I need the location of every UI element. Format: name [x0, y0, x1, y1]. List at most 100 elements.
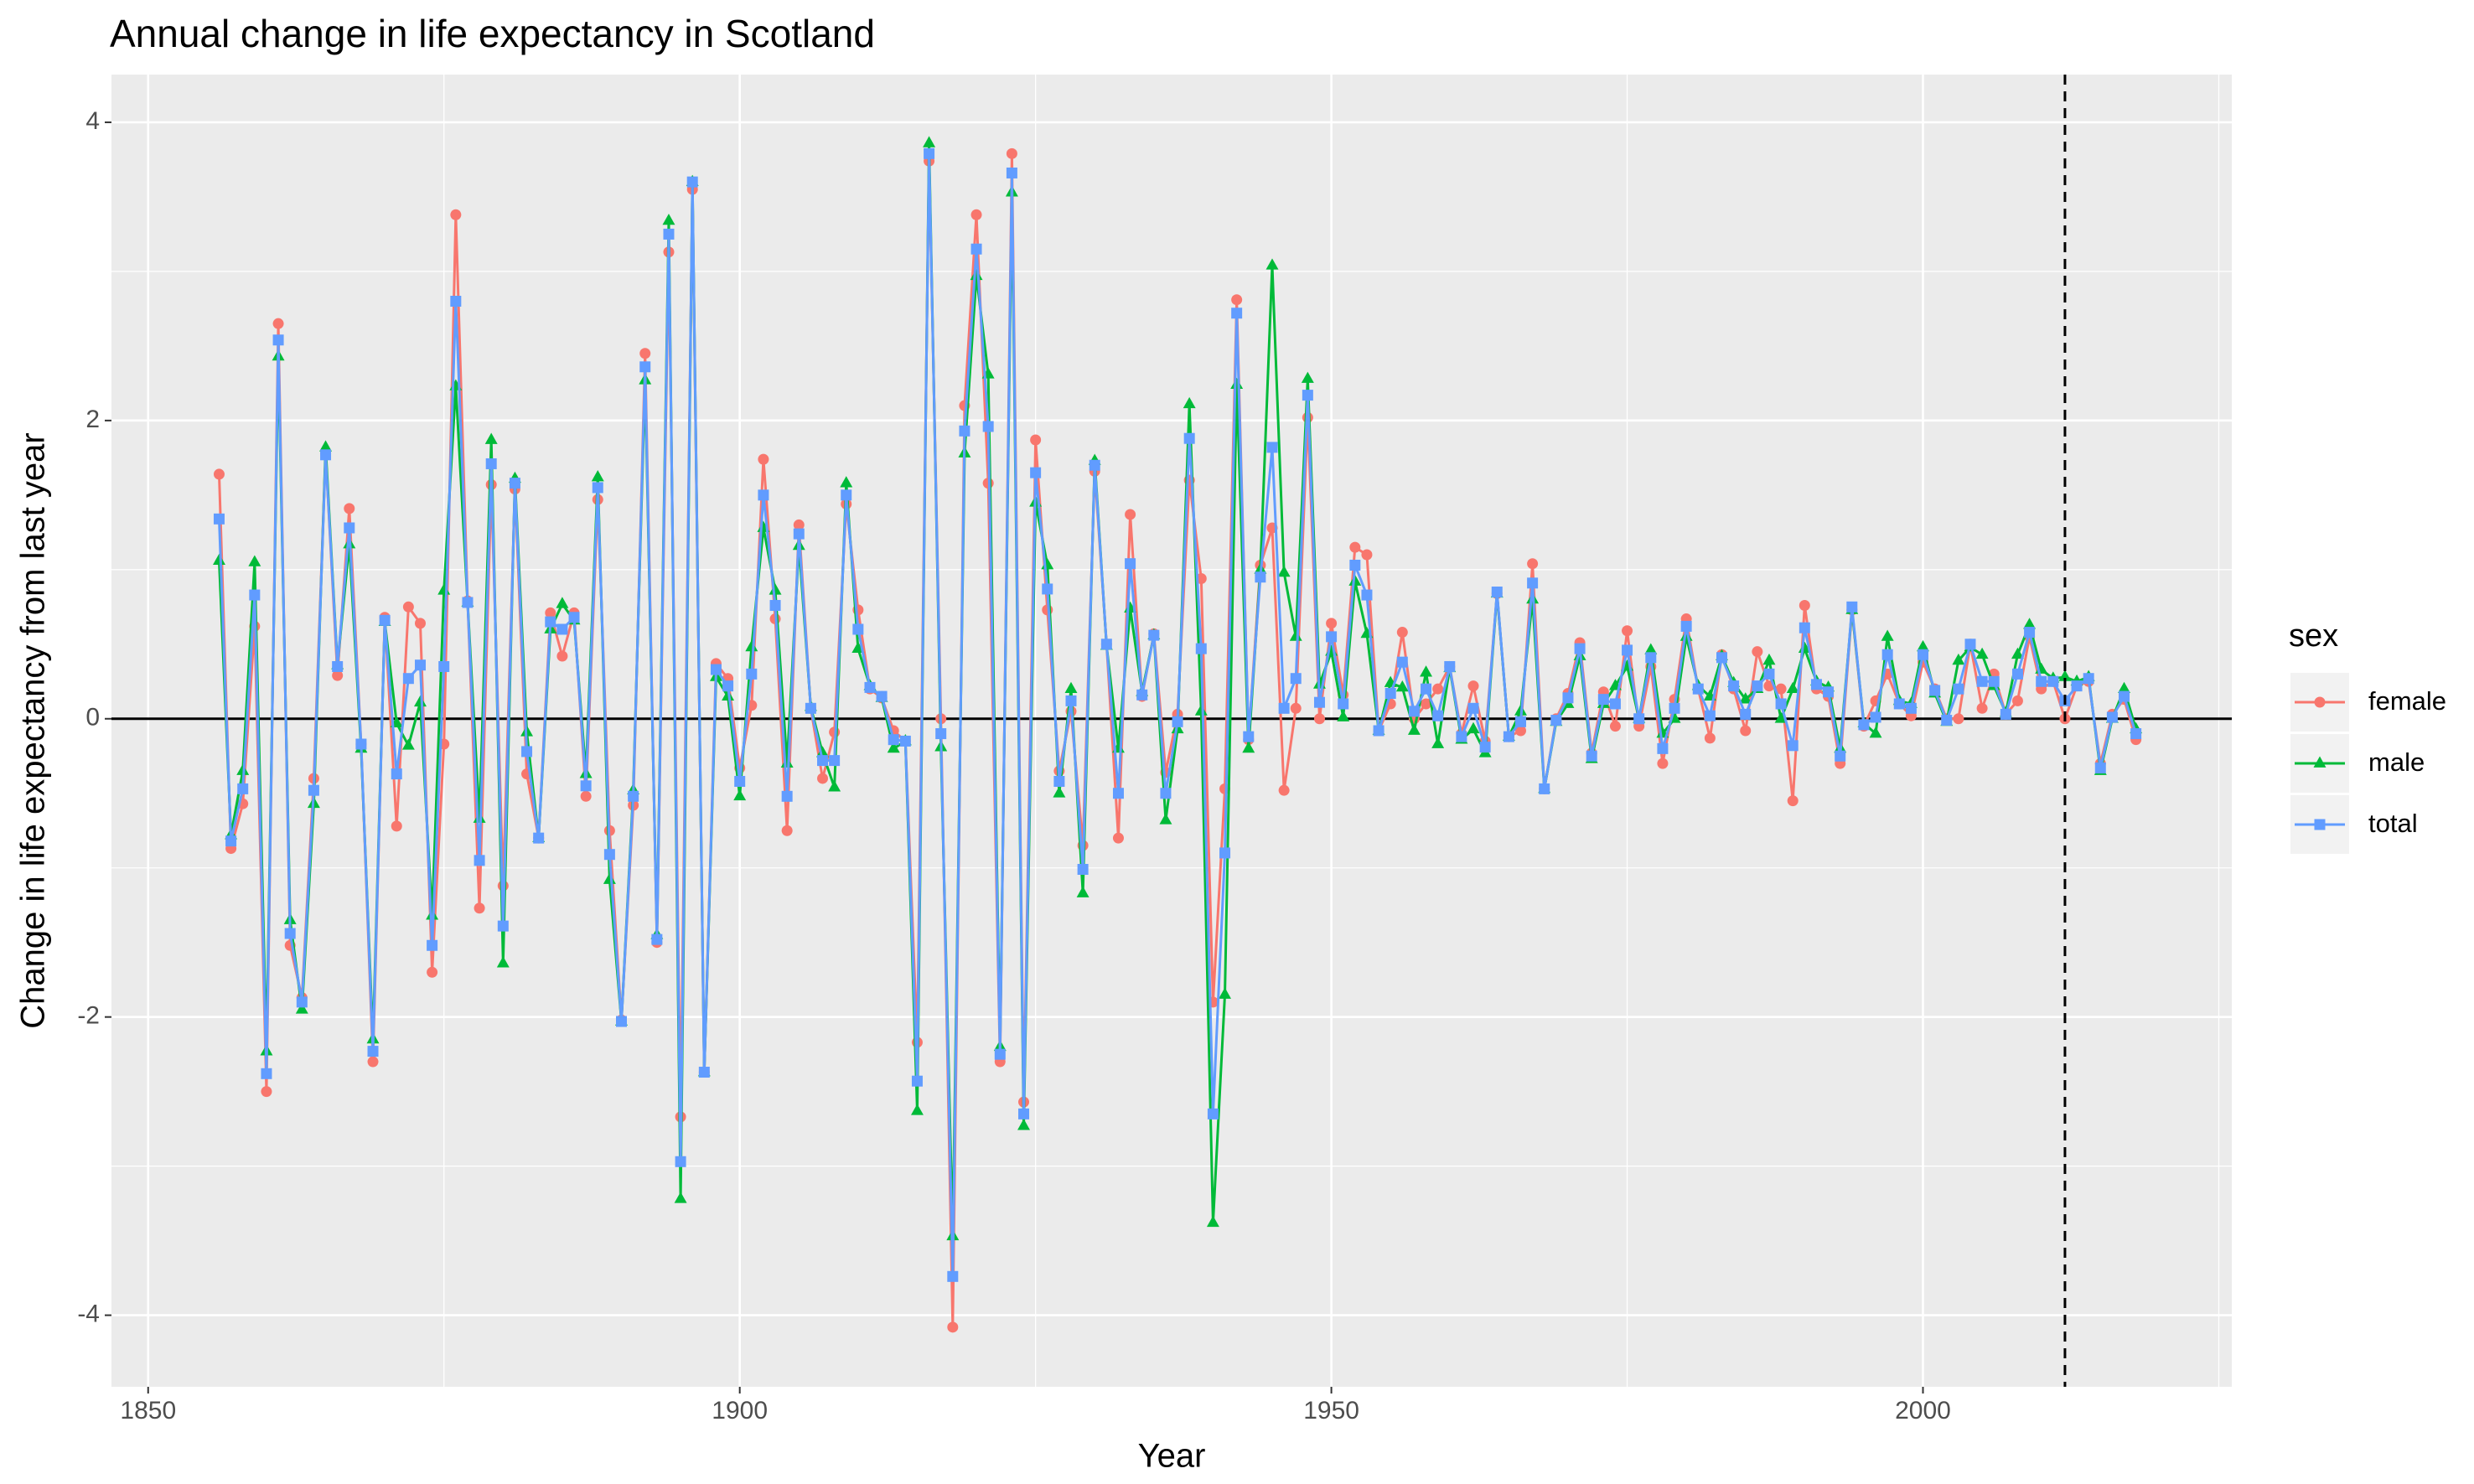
point [1219, 847, 1231, 859]
point [1657, 742, 1669, 754]
point [556, 650, 568, 662]
x-axis-label: Year [1138, 1438, 1206, 1475]
point [474, 902, 485, 914]
point [805, 702, 816, 714]
point [1467, 702, 1479, 714]
point [1313, 696, 1325, 708]
point [959, 425, 970, 437]
point [1574, 643, 1586, 654]
point [1065, 695, 1077, 706]
point [1136, 689, 1148, 701]
legend-label: total [2368, 809, 2418, 838]
y-axis-label: Change in life expectancy from last year [15, 432, 52, 1028]
point [1953, 713, 1964, 725]
point [910, 1104, 924, 1115]
point [1633, 713, 1645, 725]
point [249, 589, 261, 601]
point [1918, 649, 1929, 660]
plot-panel [111, 75, 2232, 1387]
point [769, 583, 782, 595]
legend-marker [2313, 756, 2326, 768]
point [1846, 601, 1858, 613]
point [970, 243, 982, 255]
point [414, 618, 426, 629]
point [355, 738, 367, 750]
point [450, 209, 462, 220]
point [1975, 647, 1989, 659]
point [1337, 710, 1350, 721]
point [1290, 673, 1302, 685]
point [1514, 725, 1526, 737]
point [484, 432, 498, 444]
point [1752, 646, 1763, 658]
point [686, 176, 698, 188]
point [438, 660, 450, 672]
point [1799, 622, 1810, 633]
point [1479, 742, 1491, 753]
point [1053, 776, 1065, 788]
point [1030, 434, 1042, 446]
point [758, 489, 769, 501]
point [237, 783, 249, 794]
point [817, 755, 829, 767]
point [1740, 725, 1752, 737]
point [1550, 715, 1562, 726]
point [1929, 685, 1941, 696]
point [1586, 750, 1597, 762]
point [1823, 686, 1835, 698]
point [710, 664, 722, 675]
point [391, 768, 402, 780]
point [367, 1046, 379, 1057]
point [1053, 786, 1066, 798]
point [213, 553, 225, 566]
point [911, 1075, 923, 1087]
point [1503, 731, 1514, 742]
point [1338, 698, 1349, 710]
point [1421, 683, 1432, 695]
point [615, 1016, 627, 1027]
point [1396, 627, 1408, 639]
point [1219, 987, 1232, 999]
point [474, 855, 485, 866]
point [473, 811, 486, 823]
y-tick-label: -4 [77, 1300, 100, 1328]
point [1799, 600, 1810, 612]
point [402, 673, 414, 685]
point [1432, 710, 1444, 721]
point [1952, 653, 1965, 665]
point [1669, 702, 1680, 714]
point [1395, 680, 1409, 692]
point [674, 1192, 687, 1203]
point [722, 680, 734, 692]
point [1195, 643, 1207, 654]
point [1467, 721, 1480, 734]
point [2071, 680, 2083, 692]
point [1326, 618, 1338, 629]
point [639, 361, 651, 373]
point [628, 790, 639, 802]
y-tick-label: -2 [77, 1002, 100, 1030]
point [592, 482, 603, 494]
point [533, 832, 545, 844]
point [2024, 627, 2036, 639]
point [888, 734, 899, 746]
point [2011, 695, 2023, 706]
x-tick-label: 1900 [712, 1397, 768, 1425]
point [521, 746, 533, 758]
y-tick-label: 2 [85, 406, 100, 433]
point [1775, 698, 1787, 710]
point [1835, 750, 1846, 762]
point [1242, 741, 1255, 753]
point [1349, 559, 1361, 571]
point [1881, 629, 1894, 641]
point [1964, 639, 1976, 650]
point [509, 478, 520, 489]
point [1385, 688, 1396, 700]
point [319, 440, 333, 452]
point [485, 458, 497, 469]
point [1076, 886, 1089, 897]
point [1077, 863, 1089, 875]
point [1420, 665, 1433, 677]
point [1988, 675, 2000, 687]
